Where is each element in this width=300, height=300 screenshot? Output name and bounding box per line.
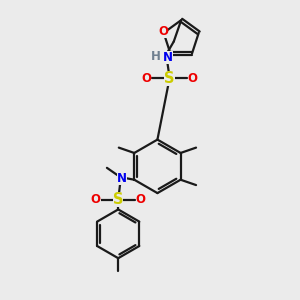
Text: S: S: [113, 192, 124, 207]
Text: N: N: [117, 172, 127, 185]
Text: O: O: [136, 193, 146, 206]
Text: O: O: [188, 72, 198, 85]
Text: O: O: [158, 25, 168, 38]
Text: H: H: [151, 50, 161, 63]
Text: O: O: [141, 72, 152, 85]
Text: N: N: [163, 51, 173, 64]
Text: O: O: [91, 193, 100, 206]
Text: S: S: [164, 70, 175, 86]
